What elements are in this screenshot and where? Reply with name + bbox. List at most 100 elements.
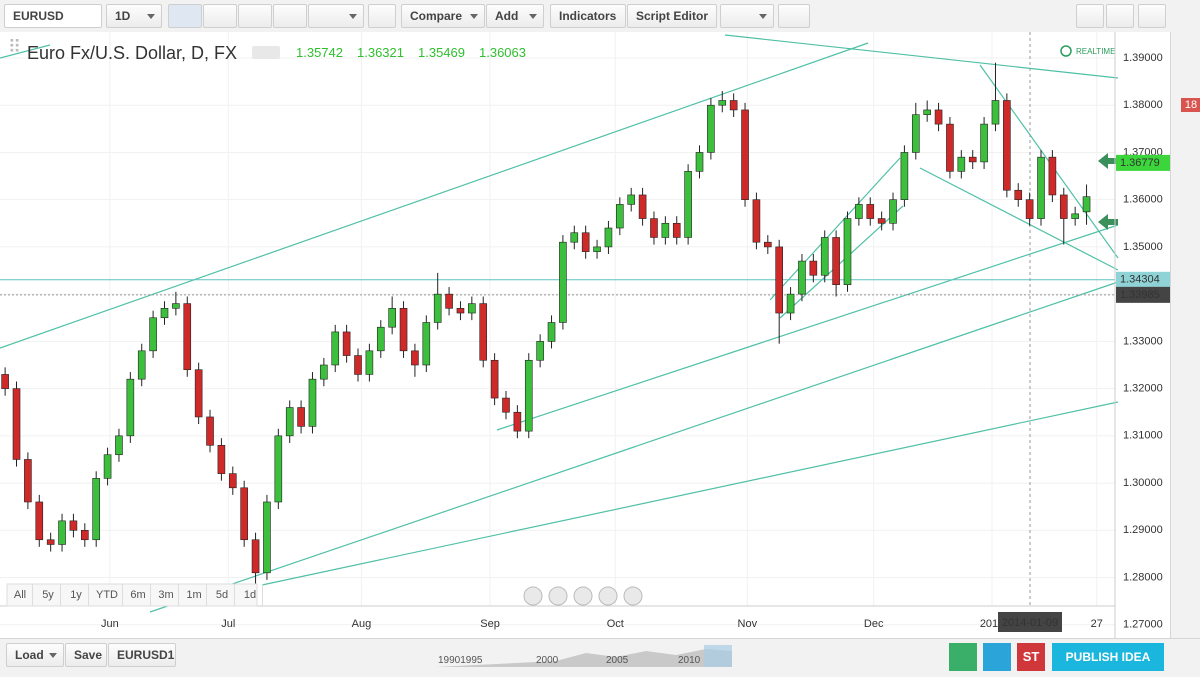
candle-body: [672, 222, 681, 238]
candle-body: [923, 109, 931, 115]
y-tick-label: 1.36000: [1123, 194, 1163, 206]
candle-body: [741, 109, 749, 200]
candle-body: [1025, 199, 1034, 219]
candle-body: [35, 501, 44, 541]
candle-body: [524, 359, 533, 432]
candle-body: [900, 152, 909, 200]
candle-body: [411, 350, 419, 366]
scroll-controls: [523, 586, 643, 606]
chart-bg: [0, 32, 1170, 638]
publish-button[interactable]: PUBLISH IDEA: [1052, 643, 1164, 671]
script-editor-button[interactable]: Script Editor: [627, 4, 717, 28]
candle-body: [183, 303, 192, 371]
reset[interactable]: [573, 586, 593, 606]
candle-body: [320, 364, 328, 380]
range-button[interactable]: 6m: [126, 584, 151, 606]
candle-body: [843, 218, 852, 285]
range-bar: [6, 583, 258, 607]
legend-open: 1.35742: [296, 45, 343, 60]
zoom-in[interactable]: [598, 586, 618, 606]
candle-body: [149, 317, 157, 352]
symbol-input[interactable]: EURUSD: [4, 4, 102, 28]
candle-body: [638, 194, 647, 219]
badge[interactable]: 18: [1181, 98, 1200, 112]
interval-button[interactable]: 1D: [106, 4, 162, 28]
candle-body: [832, 237, 840, 285]
bottom-bar: Load Save EURUSD1 19901995 2000 2005 201…: [0, 638, 1200, 677]
candle-body: [570, 232, 579, 243]
add-button[interactable]: Add: [486, 4, 544, 28]
layout-button[interactable]: EURUSD1: [108, 643, 176, 667]
navigator-window[interactable]: [704, 645, 732, 667]
candle-body: [342, 331, 351, 356]
candle-body: [866, 204, 875, 219]
candle-body: [1014, 189, 1023, 200]
snapshot-button[interactable]: [949, 643, 977, 671]
navigator-area: [436, 649, 732, 667]
candle-body: [684, 171, 692, 238]
stocktwits-button[interactable]: ST: [1017, 643, 1045, 671]
range-button[interactable]: YTD: [92, 584, 123, 606]
range-button[interactable]: 1m: [182, 584, 207, 606]
candle-body: [855, 204, 863, 219]
candle-body: [809, 260, 818, 276]
save-button[interactable]: Save: [65, 643, 107, 667]
candle-body: [616, 204, 624, 229]
candle-body: [240, 487, 248, 541]
legend-icons[interactable]: [252, 46, 280, 59]
y-tick-label: 1.31000: [1123, 430, 1163, 442]
scroll-right[interactable]: [623, 586, 643, 606]
candle-body: [217, 444, 226, 474]
twitter-button[interactable]: [983, 643, 1011, 671]
fullscreen-button[interactable]: [1138, 4, 1166, 28]
hint-button[interactable]: [778, 4, 810, 28]
redo-button[interactable]: [1106, 4, 1134, 28]
candle-body: [661, 222, 670, 238]
axis-labels: 1.27000 1.28000 1.29000 1.30000 1.31000 1.320…: [101, 52, 1170, 632]
undo-button[interactable]: [1076, 4, 1104, 28]
candle-body: [820, 237, 829, 276]
settings-button[interactable]: [368, 4, 396, 28]
zoom-out[interactable]: [548, 586, 568, 606]
trend-lines: [0, 34, 1119, 613]
candle-body: [707, 104, 715, 153]
bars-button[interactable]: [203, 4, 237, 28]
candle-body: [513, 411, 522, 432]
range-button[interactable]: 1y: [64, 584, 89, 606]
x-tick-label: Dec: [864, 618, 884, 630]
crosshair-price-label-bg: [1116, 286, 1170, 303]
candle-body: [991, 100, 1000, 125]
candle-body: [172, 303, 180, 309]
candle-body: [308, 378, 317, 427]
legend-close: 1.36063: [479, 45, 526, 60]
load-button[interactable]: Load: [6, 643, 64, 667]
navigator-label: 19901995: [438, 655, 483, 666]
candle-body: [206, 416, 214, 446]
candle-body: [1003, 100, 1011, 191]
toolbar: EURUSD 1D Compare Add Indicators Script …: [0, 0, 1200, 33]
x-tick-label: Jul: [221, 618, 235, 630]
range-button[interactable]: All: [8, 584, 33, 606]
y-tick-label: 1.38000: [1123, 99, 1163, 111]
drawing-button[interactable]: [720, 4, 774, 28]
candle-body: [1037, 156, 1045, 219]
candle-body: [285, 407, 294, 437]
scroll-left[interactable]: [523, 586, 543, 606]
navigator: 19901995 2000 2005 2010: [436, 645, 732, 667]
line-button[interactable]: [238, 4, 272, 28]
candle-body: [263, 501, 271, 574]
range-button[interactable]: 5d: [210, 584, 235, 606]
candle-body: [228, 473, 237, 489]
range-button[interactable]: 5y: [36, 584, 61, 606]
range-button[interactable]: 1d: [238, 584, 263, 606]
candle-body: [92, 478, 100, 541]
range-button[interactable]: 3m: [154, 584, 179, 606]
style-button[interactable]: [308, 4, 364, 28]
y-tick-label: 1.39000: [1123, 52, 1163, 64]
candles-button[interactable]: [168, 4, 202, 28]
candle-body: [479, 303, 488, 361]
candle-body: [160, 308, 169, 319]
compare-button[interactable]: Compare: [401, 4, 485, 28]
indicators-button[interactable]: Indicators: [550, 4, 626, 28]
area-button[interactable]: [273, 4, 307, 28]
